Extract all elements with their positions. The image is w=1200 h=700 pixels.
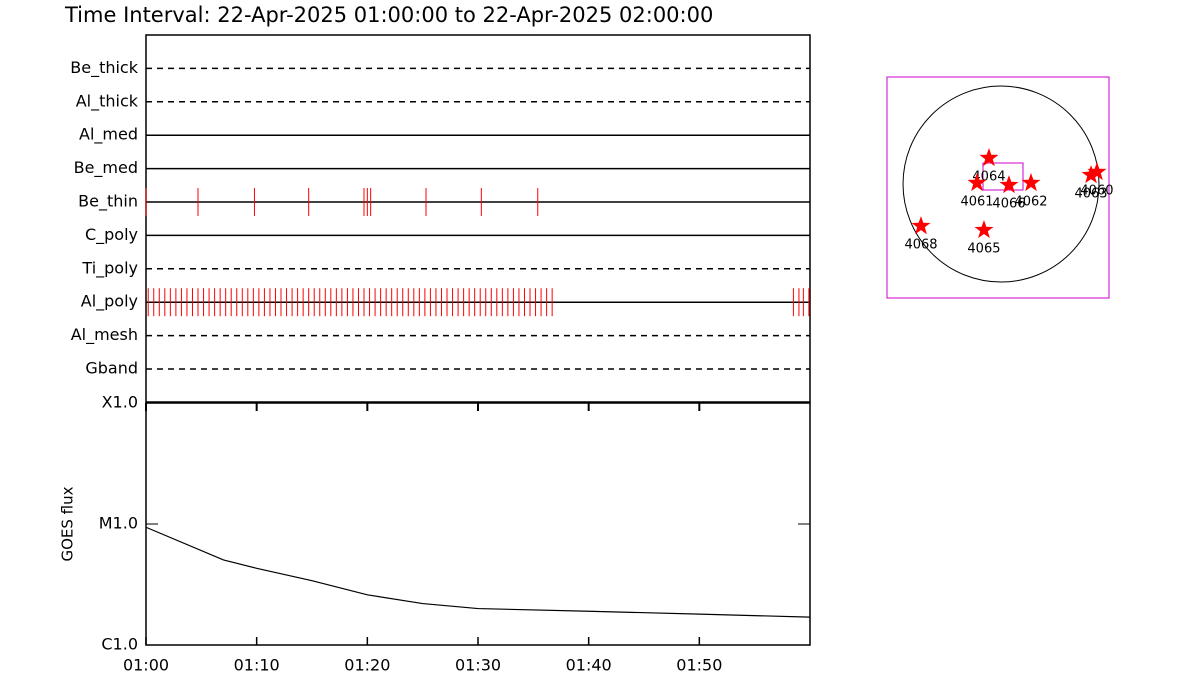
row-label: Be_thick: [70, 58, 138, 78]
timeline-frame: [145, 34, 811, 403]
region-star: [999, 175, 1019, 194]
y-axis-label: GOES flux: [59, 486, 77, 561]
region-label: 4066: [992, 197, 1025, 212]
row-label: Al_thick: [76, 91, 139, 111]
x-tick-label: 01:30: [455, 656, 501, 675]
region-star: [967, 173, 987, 192]
region-star: [974, 220, 994, 239]
region-star: [979, 148, 999, 167]
region-label: 4065: [967, 242, 1000, 257]
goes-line: [145, 526, 811, 618]
title: Time Interval: 22-Apr-2025 01:00:00 to 2…: [64, 3, 713, 27]
map-frame: [886, 76, 1110, 299]
region-star: [1081, 165, 1101, 184]
x-tick-label: 01:00: [123, 656, 169, 675]
fov-box: [982, 162, 1024, 191]
x-tick-label: 01:10: [234, 656, 280, 675]
row-label: Gband: [85, 359, 138, 378]
row-label: Be_med: [74, 158, 138, 178]
region-label: 4063: [1074, 187, 1107, 202]
y-tick-label: M1.0: [99, 514, 138, 533]
row-label: Al_mesh: [71, 325, 138, 345]
row-label: Al_med: [79, 125, 138, 145]
row-label: C_poly: [85, 225, 138, 245]
row-label: Ti_poly: [81, 258, 138, 278]
y-tick-label: X1.0: [102, 393, 138, 412]
region-label: 4062: [1014, 195, 1047, 210]
x-tick-label: 01:50: [676, 656, 722, 675]
row-label: Be_thin: [78, 192, 138, 212]
region-star: [1021, 173, 1041, 192]
region-label: 4060: [1080, 183, 1113, 198]
region-star: [1087, 162, 1107, 181]
row-label: Al_poly: [81, 292, 138, 312]
x-tick-label: 01:20: [344, 656, 390, 675]
sun-limb: [902, 85, 1100, 283]
region-label: 4068: [904, 238, 937, 253]
region-star: [911, 216, 931, 235]
x-tick-label: 01:40: [566, 656, 612, 675]
y-tick-label: C1.0: [101, 635, 138, 654]
region-label: 4061: [960, 195, 993, 210]
